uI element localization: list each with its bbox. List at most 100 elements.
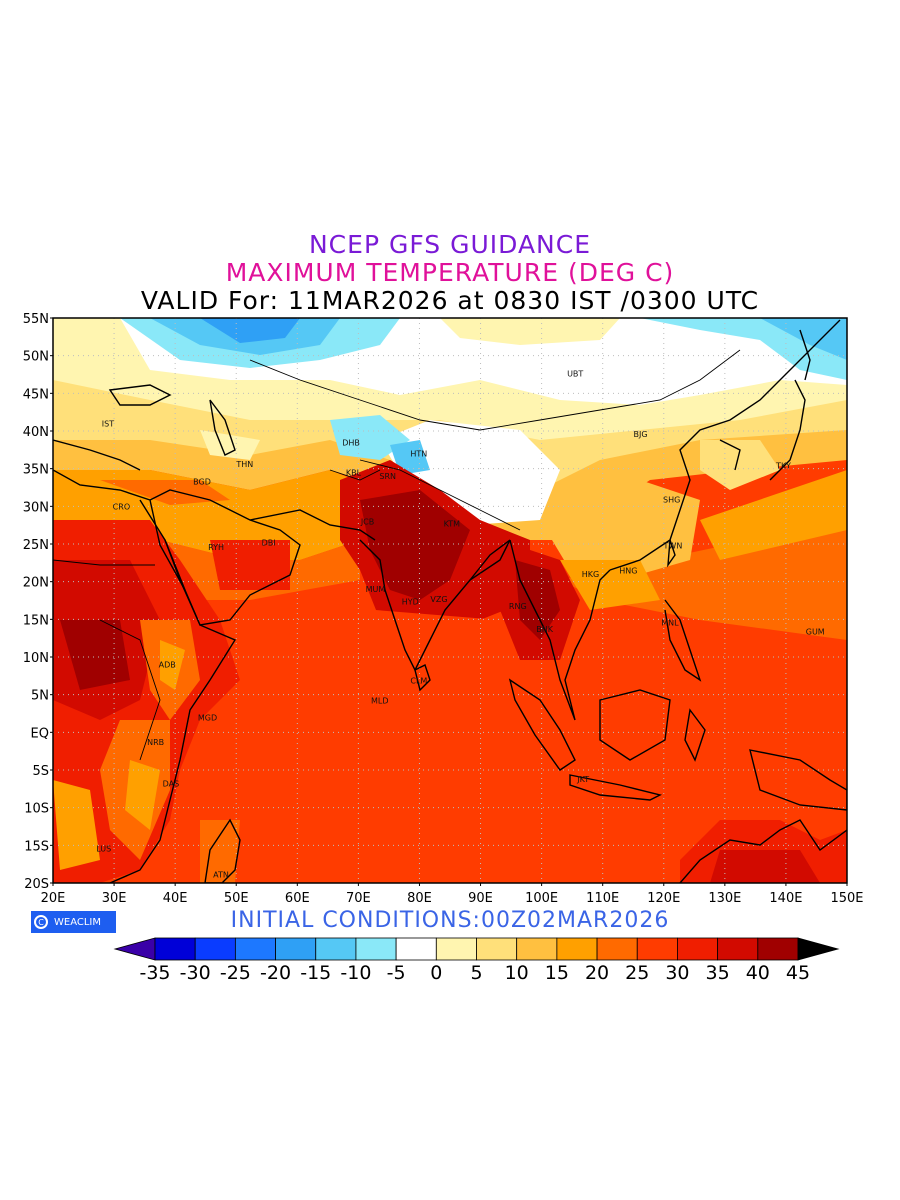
city-label-jcb: JCB xyxy=(360,517,374,526)
logo-text: WEACLIM xyxy=(54,916,102,928)
colorbar-label: 5 xyxy=(470,962,483,984)
lat-tick-label: 50N xyxy=(23,350,49,365)
lat-tick-label: 20N xyxy=(23,576,49,591)
colorbar-swatch xyxy=(435,937,477,961)
lat-tick-label: 10S xyxy=(24,802,49,817)
city-label-twn: TWN xyxy=(663,542,683,551)
colorbar-label: 15 xyxy=(544,962,569,984)
colorbar-label: -5 xyxy=(386,962,406,984)
colorbar-high-arrow xyxy=(797,937,840,961)
colorbar-swatch xyxy=(395,937,437,961)
coastlines xyxy=(53,319,847,883)
logo-icon: C xyxy=(34,915,48,929)
city-label-tky: TKY xyxy=(775,462,791,471)
city-label-bgd: BGD xyxy=(193,477,211,486)
lon-tick-label: 90E xyxy=(468,891,493,906)
lon-tick-label: 60E xyxy=(285,891,310,906)
lat-tick-label: 30N xyxy=(23,500,49,515)
city-label-bnk: BNK xyxy=(536,625,553,634)
city-label-ubt: UBT xyxy=(567,370,583,379)
lon-tick-label: 140E xyxy=(769,891,802,906)
colorbar-labels: -35 -30 -25 -20 -15 -10 -5 0 5 10 15 20 25 30 35 40 45 xyxy=(0,962,900,986)
lon-tick-label: 70E xyxy=(346,891,371,906)
colorbar-swatch xyxy=(315,937,357,961)
city-label-bjg: BJG xyxy=(634,430,648,439)
initial-conditions-text: INITIAL CONDITIONS:00Z02MAR2026 xyxy=(230,908,670,933)
colorbar-swatch xyxy=(636,937,678,961)
city-label-mum: MUM xyxy=(366,585,386,594)
lon-tick-label: 50E xyxy=(224,891,249,906)
colorbar-label: 0 xyxy=(430,962,443,984)
colorbar-label: 10 xyxy=(504,962,529,984)
lat-tick-label: 10N xyxy=(23,651,49,666)
city-label-hyd: HYD xyxy=(402,597,419,606)
lat-tick-label: 5N xyxy=(31,689,49,704)
colorbar-swatch xyxy=(355,937,397,961)
colorbar-swatch xyxy=(596,937,638,961)
colorbar-label: 25 xyxy=(625,962,650,984)
weaclim-logo: C WEACLIM xyxy=(31,911,116,933)
colorbar-swatch xyxy=(154,937,196,961)
colorbar-swatch xyxy=(516,937,558,961)
colorbar-swatch xyxy=(194,937,236,961)
city-label-das: DAS xyxy=(163,780,180,789)
colorbar-label: -10 xyxy=(340,962,372,984)
city-labels: UBT BJG TKY SHG TWN HNG HKG HTN DHB KBL SRN THN IST B… xyxy=(96,370,825,880)
city-label-nrb: NRB xyxy=(147,738,164,747)
city-label-ist: IST xyxy=(102,419,114,428)
lat-tick-label: 5S xyxy=(32,764,49,779)
lon-tick-label: 30E xyxy=(102,891,127,906)
lat-tick-label: 35N xyxy=(23,463,49,478)
lat-tick-label: EQ xyxy=(31,726,49,741)
colorbar-swatch xyxy=(717,937,759,961)
colorbar-label: -15 xyxy=(300,962,332,984)
temperature-field xyxy=(53,318,847,883)
lon-tick-label: 150E xyxy=(830,891,863,906)
city-label-jkt: JKT xyxy=(576,775,589,784)
colorbar-swatch xyxy=(476,937,518,961)
city-label-kbl: KBL xyxy=(346,468,362,477)
lon-tick-label: 80E xyxy=(407,891,432,906)
lat-tick-label: 15N xyxy=(23,613,49,628)
city-label-htn: HTN xyxy=(410,450,427,459)
colorbar-label: 30 xyxy=(665,962,690,984)
longitude-labels: 20E 30E 40E 50E 60E 70E 80E 90E 100E 110E 120E 130E… xyxy=(41,883,864,906)
coordinate-grid xyxy=(53,318,847,883)
colorbar xyxy=(113,937,840,961)
lon-tick-label: 110E xyxy=(586,891,619,906)
colorbar-swatch xyxy=(234,937,276,961)
city-label-dbi: DBI xyxy=(262,538,276,547)
lat-tick-label: 45N xyxy=(23,387,49,402)
city-label-thn: THN xyxy=(235,460,253,469)
city-label-rng: RNG xyxy=(509,602,527,611)
city-label-hng: HNG xyxy=(619,566,637,575)
colorbar-label: -30 xyxy=(179,962,211,984)
lon-tick-label: 40E xyxy=(163,891,188,906)
temperature-map: 55N 50N 45N 40N 35N 30N 25N 20N 15N 10N 5N EQ 5S 10S 1… xyxy=(23,312,864,961)
lat-tick-label: 40N xyxy=(23,425,49,440)
title-line-2: MAXIMUM TEMPERATURE (DEG C) xyxy=(225,258,675,287)
city-label-shg: SHG xyxy=(663,496,680,505)
lat-tick-label: 25N xyxy=(23,538,49,553)
colorbar-label: 35 xyxy=(705,962,730,984)
lon-tick-label: 100E xyxy=(525,891,558,906)
city-label-gum: GUM xyxy=(806,627,825,636)
colorbar-swatch xyxy=(556,937,598,961)
city-label-dhb: DHB xyxy=(342,438,360,447)
city-label-mgd: MGD xyxy=(198,713,217,722)
lon-tick-label: 120E xyxy=(647,891,680,906)
title-line-3: VALID For: 11MAR2026 at 0830 IST /0300 U… xyxy=(140,286,760,315)
lat-tick-label: 55N xyxy=(23,312,49,327)
colorbar-label: 20 xyxy=(584,962,610,984)
colorbar-swatch xyxy=(275,937,317,961)
lon-tick-label: 130E xyxy=(708,891,741,906)
city-label-mnl: MNL xyxy=(661,618,679,627)
colorbar-label: -35 xyxy=(139,962,171,984)
city-label-atn: ATN xyxy=(213,871,229,880)
latitude-labels: 55N 50N 45N 40N 35N 30N 25N 20N 15N 10N 5N EQ 5S 10S 1… xyxy=(23,312,53,892)
city-label-mld: MLD xyxy=(371,697,389,706)
city-label-cro: CRO xyxy=(113,502,130,511)
colorbar-label: -25 xyxy=(219,962,251,984)
colorbar-label: -20 xyxy=(260,962,292,984)
city-label-lus: LUS xyxy=(96,844,111,853)
